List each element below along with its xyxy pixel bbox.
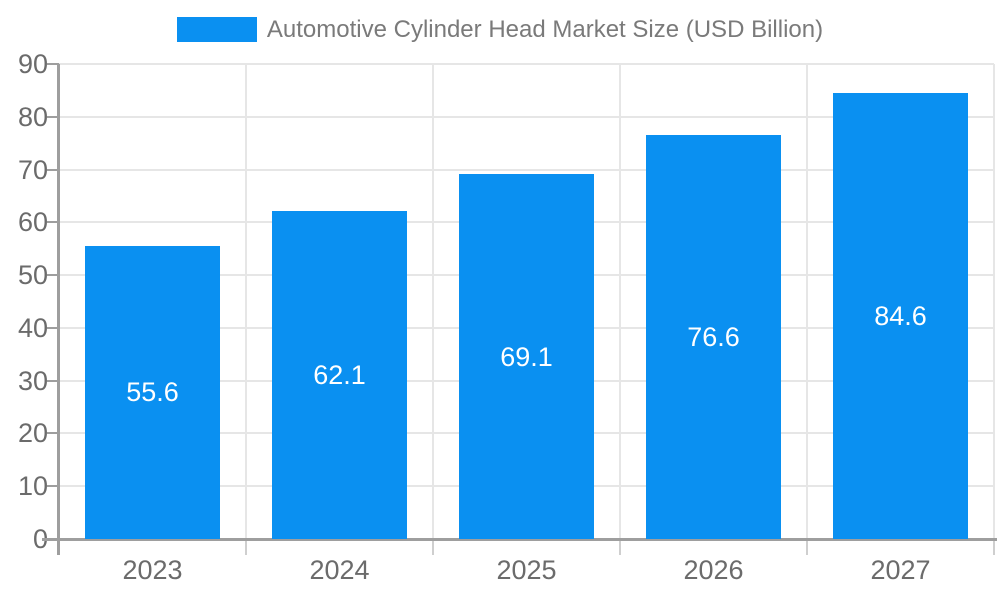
y-tick [47, 63, 59, 65]
bar [459, 174, 594, 539]
y-tick-label: 10 [17, 471, 48, 502]
y-tick [47, 432, 59, 435]
x-tick [619, 539, 621, 555]
y-tick-label: 80 [17, 101, 48, 132]
x-tick [806, 539, 808, 555]
y-axis-line [57, 64, 60, 555]
y-tick-label: 30 [17, 365, 48, 396]
bar [646, 134, 781, 539]
x-tick-label: 2026 [683, 555, 744, 585]
y-tick-label: 0 [32, 524, 48, 554]
y-tick-label: 20 [17, 418, 48, 449]
x-tick-label: 2024 [309, 555, 370, 585]
x-gridline [619, 64, 621, 539]
y-gridline [59, 168, 994, 171]
x-gridline [245, 64, 247, 539]
bar [272, 211, 407, 539]
y-tick [47, 221, 59, 224]
y-tick-label: 90 [17, 49, 48, 79]
y-tick [47, 115, 59, 118]
bar [833, 92, 968, 539]
y-tick-label: 70 [17, 154, 48, 185]
legend-label: Automotive Cylinder Head Market Size (US… [266, 15, 824, 43]
x-gridline [806, 64, 808, 539]
y-tick [47, 326, 59, 329]
x-tick-label: 2023 [122, 555, 183, 585]
x-tick [432, 539, 434, 555]
x-gridline [993, 64, 995, 539]
bar-value-label: 55.6 [126, 377, 179, 408]
bar [85, 245, 220, 539]
x-axis-line [42, 538, 997, 541]
y-gridline [59, 115, 994, 118]
chart-legend: Automotive Cylinder Head Market Size (US… [0, 15, 1000, 43]
y-gridline [59, 63, 994, 65]
bar-value-label: 69.1 [500, 341, 553, 372]
bar-value-label: 76.6 [687, 321, 740, 352]
y-tick [47, 485, 59, 488]
y-tick-label: 60 [17, 207, 48, 238]
x-tick-label: 2027 [870, 555, 931, 585]
y-tick-label: 50 [17, 260, 48, 291]
y-tick-label: 40 [17, 312, 48, 343]
y-tick [47, 274, 59, 277]
x-tick-label: 2025 [496, 555, 557, 585]
bar-value-label: 84.6 [874, 300, 927, 331]
x-tick [245, 539, 247, 555]
legend-swatch [176, 17, 257, 42]
x-gridline [432, 64, 434, 539]
y-tick [47, 379, 59, 382]
x-tick [993, 539, 995, 555]
bar-value-label: 62.1 [313, 360, 366, 391]
y-tick [47, 168, 59, 171]
